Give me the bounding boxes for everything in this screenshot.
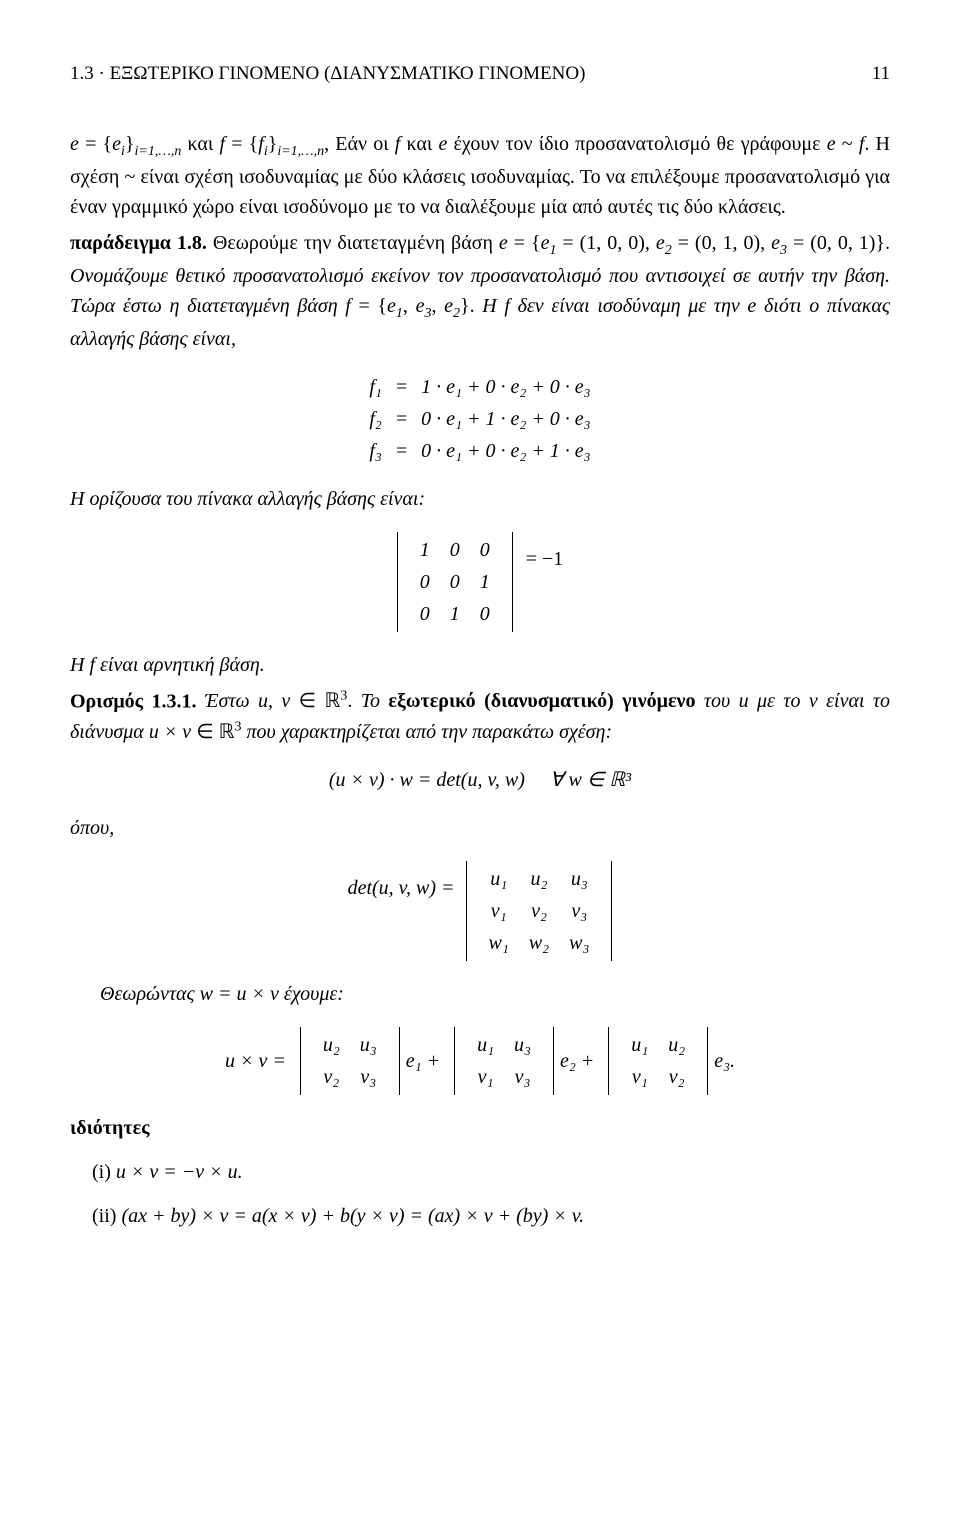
page-number: 11 <box>872 60 890 89</box>
det-uvw: det(u, v, w) = u₁u₂u₃v₁v₂v₃w₁w₂w₃ <box>70 861 890 961</box>
paragraph-where: όπου, <box>70 813 890 843</box>
paragraph-neg-basis: Η f είναι αρνητική βάση. <box>70 650 890 680</box>
example-block: παράδειγμα 1.8. Θεωρούμε την διατεταγμέν… <box>70 228 890 354</box>
properties-list: (i) u × v = −v × u.(ii) (ax + by) × v = … <box>92 1157 890 1231</box>
cross-dot-det: (u × v) · w = det(u, v, w) ∀ w ∈ ℝ³ <box>70 765 890 795</box>
paragraph-considering-w: Θεωρώντας w = u × v έχουμε: <box>100 979 890 1009</box>
page-header: 1.3 · ΕΞΩΤΕΡΙΚΟ ΓΙΝΟΜΕΝΟ (ΔΙΑΝΥΣΜΑΤΙΚΟ Γ… <box>70 60 890 89</box>
properties-label: ιδιότητες <box>70 1113 890 1143</box>
header-section: 1.3 · ΕΞΩΤΕΡΙΚΟ ΓΙΝΟΜΕΝΟ (ΔΙΑΝΥΣΜΑΤΙΚΟ Γ… <box>70 60 585 89</box>
paragraph-det-intro: Η ορίζουσα του πίνακα αλλαγής βάσης είνα… <box>70 484 890 514</box>
determinant-1: 100001010 = −1 <box>70 532 890 632</box>
basis-change-equations: f₁=1 · e₁ + 0 · e₂ + 0 · e₃f₂=0 · e₁ + 1… <box>70 372 890 466</box>
definition-label: Ορισμός 1.3.1. <box>70 690 197 712</box>
cross-expansion: u × v =u₂u₃v₂v₃e₁ +u₁u₃v₁v₃e₂ +u₁u₂v₁v₂e… <box>70 1027 890 1095</box>
paragraph-intro: e = {ei}i=1,…,n και f = {fi}i=1,…,n, Εάν… <box>70 129 890 222</box>
definition-block: Ορισμός 1.3.1. Έστω u, v ∈ ℝ3. Το εξωτερ… <box>70 686 890 747</box>
example-label: παράδειγμα 1.8. <box>70 232 207 254</box>
